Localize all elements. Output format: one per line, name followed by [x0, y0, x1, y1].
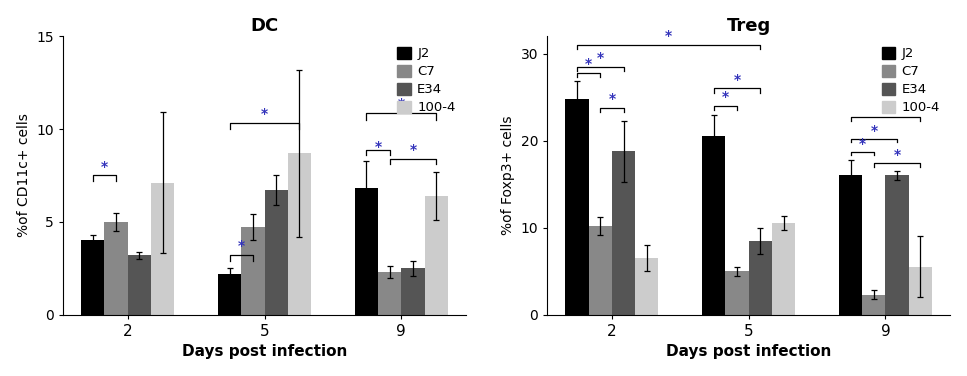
Bar [151, 183, 174, 315]
Text: *: * [101, 160, 108, 174]
Bar [265, 190, 288, 315]
Bar [288, 153, 311, 315]
Bar [702, 136, 725, 315]
Title: DC: DC [250, 17, 278, 35]
Bar [589, 226, 612, 315]
Bar [81, 241, 104, 315]
Bar [241, 227, 265, 315]
Bar [401, 268, 425, 315]
Bar [635, 258, 659, 315]
Text: *: * [261, 107, 268, 121]
Legend: J2, C7, E34, 100-4: J2, C7, E34, 100-4 [878, 43, 944, 118]
Bar [128, 255, 151, 315]
Bar [839, 176, 863, 315]
Bar [909, 267, 932, 315]
X-axis label: Days post infection: Days post infection [182, 344, 347, 359]
Title: Treg: Treg [726, 17, 771, 35]
Text: *: * [882, 102, 889, 116]
Bar [886, 176, 909, 315]
Text: *: * [409, 143, 417, 157]
X-axis label: Days post infection: Days post infection [666, 344, 832, 359]
Bar [772, 223, 795, 315]
Bar [355, 188, 378, 315]
Text: *: * [397, 97, 405, 111]
Bar [378, 272, 401, 315]
Text: *: * [238, 240, 245, 253]
Text: *: * [597, 51, 603, 65]
Bar [425, 196, 448, 315]
Text: *: * [734, 73, 741, 87]
Text: *: * [665, 29, 672, 43]
Text: *: * [374, 140, 382, 154]
Y-axis label: %of CD11c+ cells: %of CD11c+ cells [16, 114, 31, 237]
Text: *: * [870, 124, 877, 138]
Legend: J2, C7, E34, 100-4: J2, C7, E34, 100-4 [394, 43, 459, 118]
Y-axis label: %of Foxp3+ cells: %of Foxp3+ cells [501, 116, 514, 235]
Bar [104, 222, 128, 315]
Text: *: * [585, 57, 592, 71]
Text: *: * [722, 90, 729, 104]
Bar [566, 99, 589, 315]
Text: *: * [859, 137, 865, 151]
Bar [612, 151, 635, 315]
Text: *: * [608, 92, 615, 106]
Bar [218, 274, 241, 315]
Text: *: * [894, 148, 900, 162]
Bar [748, 241, 772, 315]
Bar [863, 295, 886, 315]
Bar [725, 271, 748, 315]
